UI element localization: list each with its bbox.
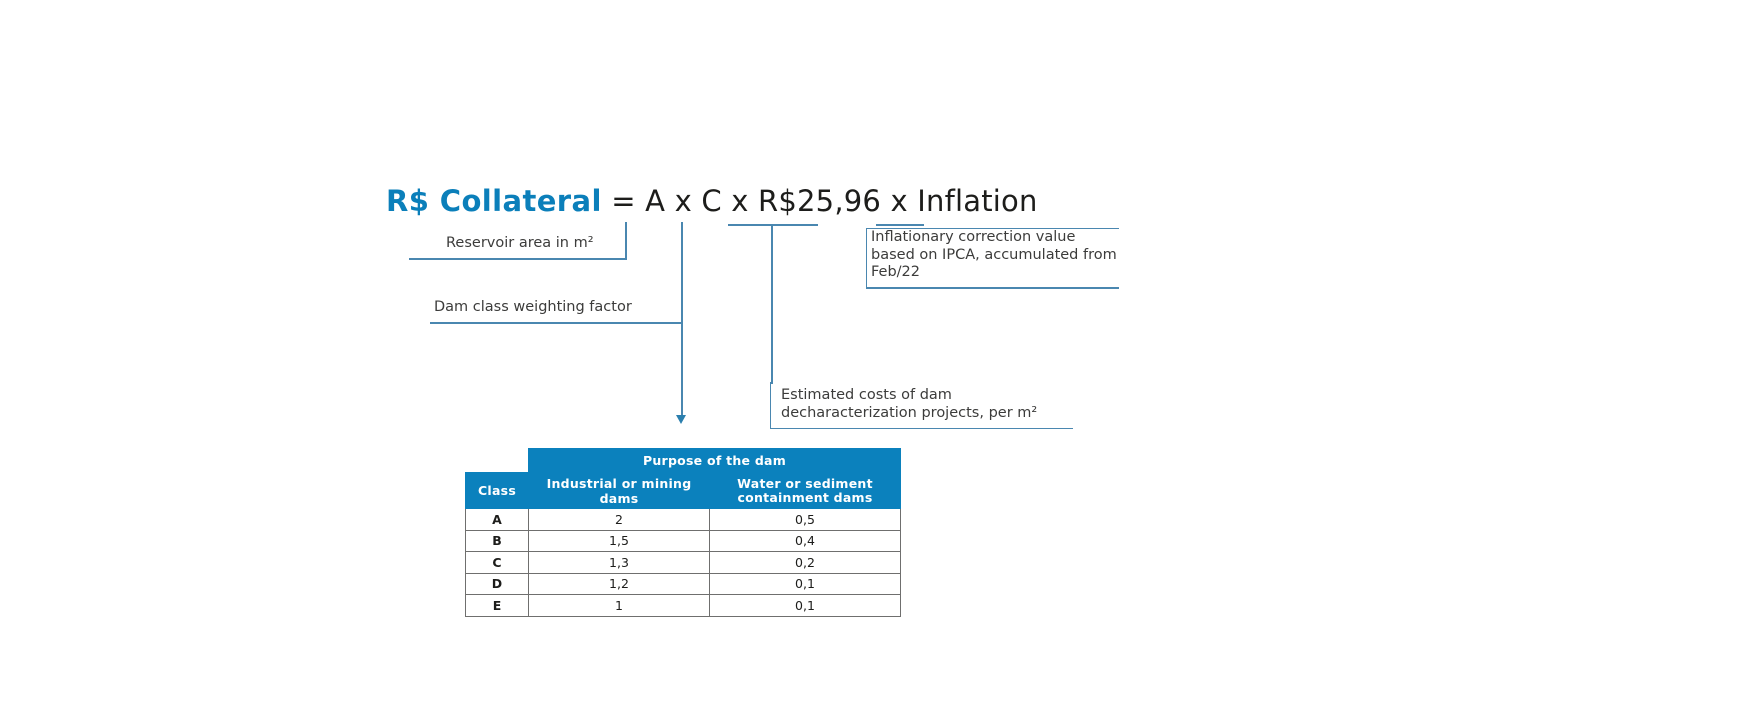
connector-reservoir-vertical xyxy=(625,222,627,259)
cell-industrial: 1,2 xyxy=(528,572,710,595)
connector-reservoir-horizontal xyxy=(409,258,627,260)
formula-right-side: = A x C x R$25,96 x Inflation xyxy=(601,184,1038,218)
cell-industrial: 2 xyxy=(528,508,710,531)
cell-water: 0,1 xyxy=(709,594,901,617)
callout-dam-class-factor: Dam class weighting factor xyxy=(434,299,632,315)
table-header-class: Class xyxy=(465,472,529,509)
connector-damclass-horizontal xyxy=(430,322,682,324)
cell-water: 0,1 xyxy=(709,572,901,595)
cell-class: C xyxy=(465,551,529,574)
connector-inflation-top-horizontal xyxy=(876,224,924,226)
cell-class: E xyxy=(465,594,529,617)
connector-costs-vertical xyxy=(771,224,773,384)
callout-inflation-note: Inflationary correction value based on I… xyxy=(871,229,1117,280)
cell-industrial: 1,3 xyxy=(528,551,710,574)
cell-class: B xyxy=(465,529,529,552)
connector-damclass-vertical-bottom xyxy=(681,322,683,418)
table-group-header: Purpose of the dam xyxy=(528,448,901,473)
formula-expression: R$ Collateral = A x C x R$25,96 x Inflat… xyxy=(386,183,1038,219)
table-row: D 1,2 0,1 xyxy=(465,572,901,595)
table-row: B 1,5 0,4 xyxy=(465,529,901,552)
table-header-row: Class Industrial or mining dams Water or… xyxy=(465,472,901,509)
connector-costs-top-horizontal xyxy=(728,224,818,226)
table-body: A 2 0,5 B 1,5 0,4 C 1,3 0,2 D 1,2 0,1 E xyxy=(465,508,901,617)
table-group-header-row: Purpose of the dam xyxy=(466,448,901,473)
callout-reservoir-area: Reservoir area in m² xyxy=(446,235,594,251)
cell-water: 0,2 xyxy=(709,551,901,574)
connector-damclass-arrowhead xyxy=(676,415,686,424)
cell-class: D xyxy=(465,572,529,595)
cell-class: A xyxy=(465,508,529,531)
cell-industrial: 1 xyxy=(528,594,710,617)
callout-estimated-costs: Estimated costs of dam decharacterizatio… xyxy=(781,387,1038,421)
dam-class-factor-table: Purpose of the dam Class Industrial or m… xyxy=(465,448,901,617)
cell-water: 0,4 xyxy=(709,529,901,552)
formula-left-side: R$ Collateral xyxy=(386,184,602,218)
table-header-industrial: Industrial or mining dams xyxy=(528,472,710,509)
table-row: A 2 0,5 xyxy=(465,508,901,531)
cell-water: 0,5 xyxy=(709,508,901,531)
table-corner-spacer xyxy=(466,449,529,473)
connector-inflation-bottom-horizontal xyxy=(866,287,1119,289)
connector-costs-bracket xyxy=(770,382,1073,429)
connector-damclass-vertical-top xyxy=(681,222,683,322)
table-row: E 1 0,1 xyxy=(465,594,901,617)
table-header-water: Water or sediment containment dams xyxy=(709,472,901,509)
table-row: C 1,3 0,2 xyxy=(465,551,901,574)
cell-industrial: 1,5 xyxy=(528,529,710,552)
